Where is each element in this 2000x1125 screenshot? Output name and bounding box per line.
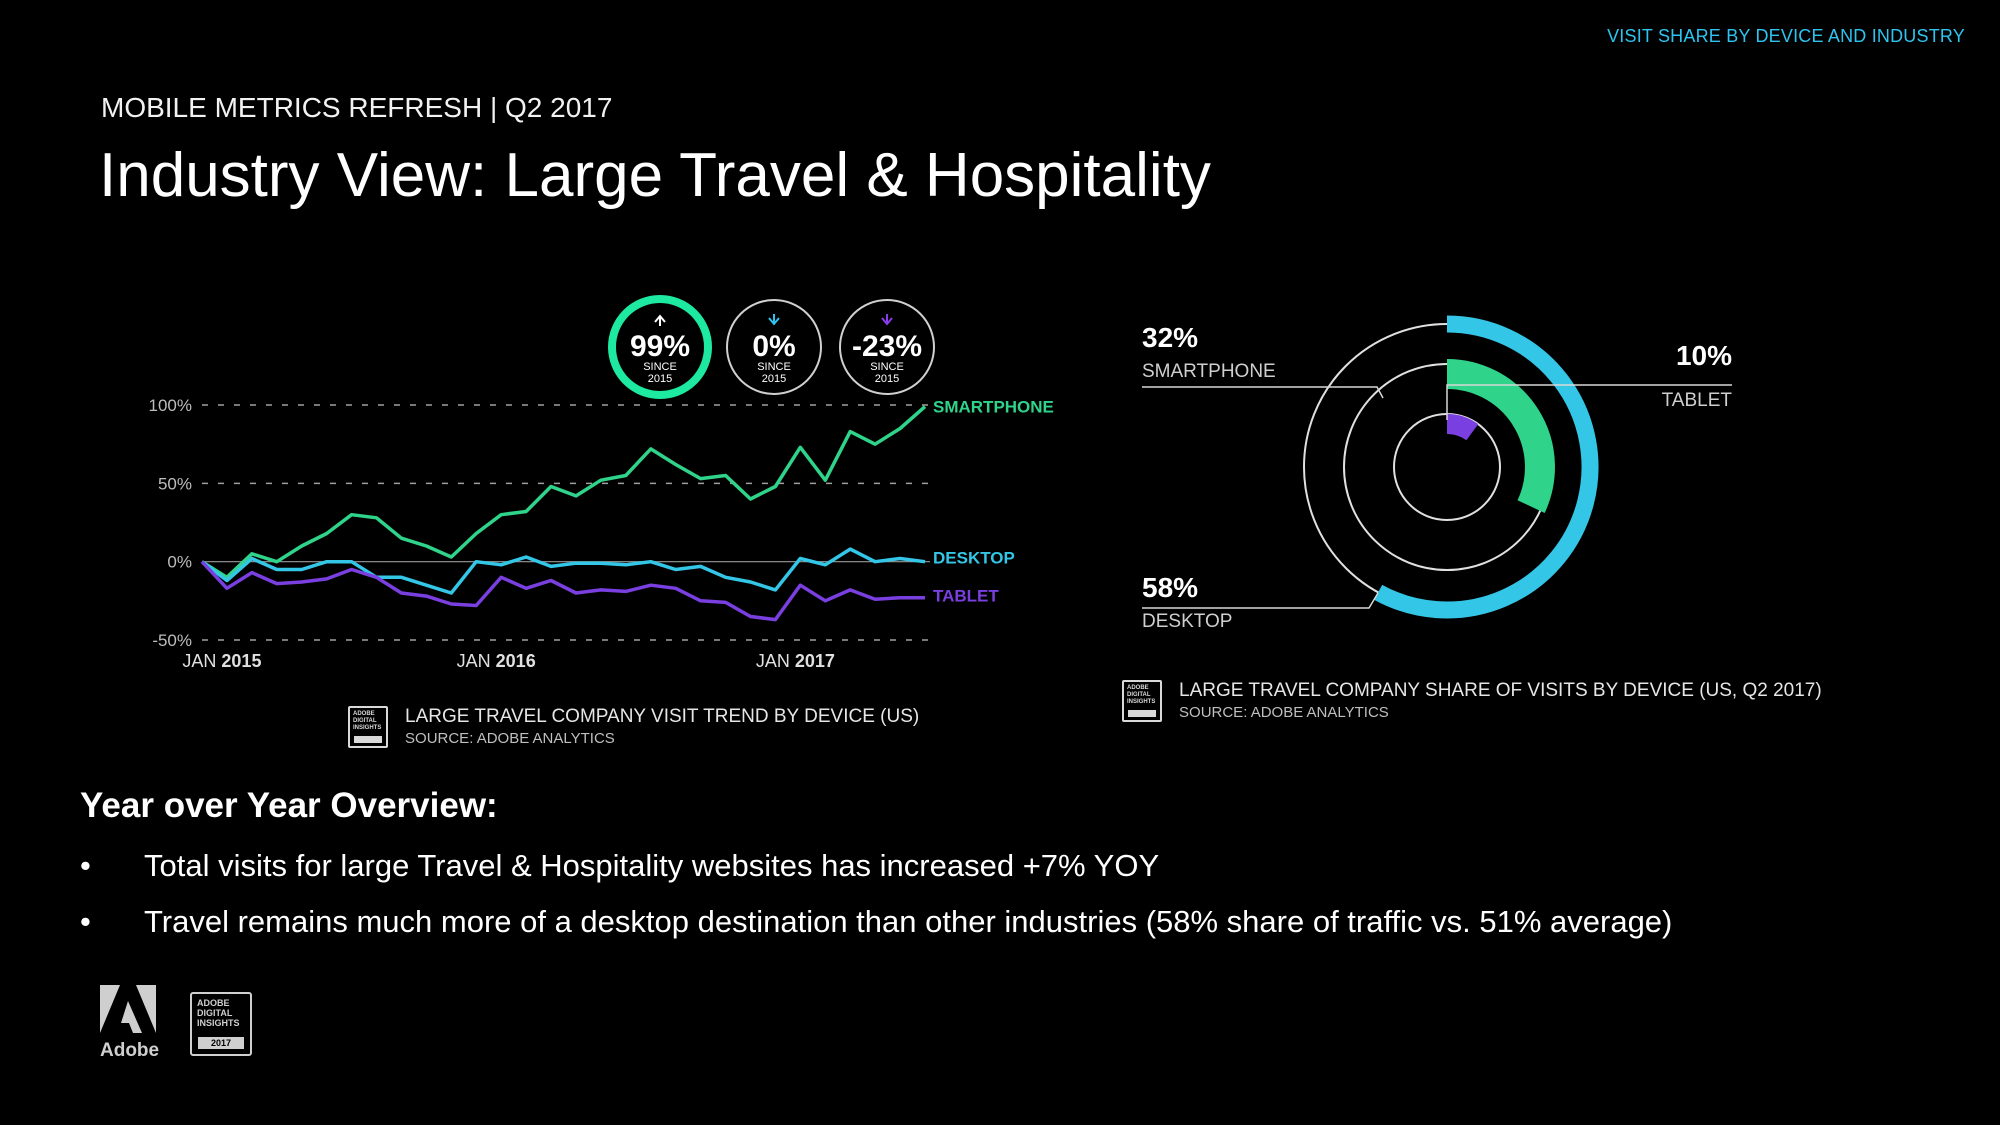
line-chart-caption-title: LARGE TRAVEL COMPANY VISIT TREND BY DEVI… bbox=[405, 706, 920, 727]
badge-value: 0% bbox=[752, 330, 795, 363]
chart-series bbox=[200, 405, 927, 622]
leader-line bbox=[1142, 592, 1379, 609]
donut-value-desktop: 58% bbox=[1142, 572, 1198, 603]
series-labels: SMARTPHONE DESKTOP TABLET bbox=[933, 398, 1054, 606]
bullet-text: Total visits for large Travel & Hospital… bbox=[144, 848, 1160, 883]
donut-value-tablet: 10% bbox=[1676, 340, 1732, 371]
ring-segment-desktop bbox=[1374, 315, 1599, 619]
adobe-logo-icon bbox=[100, 985, 156, 1033]
donut-chart-caption-title: LARGE TRAVEL COMPANY SHARE OF VISITS BY … bbox=[1179, 680, 1822, 701]
series-line-tablet bbox=[200, 560, 925, 622]
leader-line bbox=[1446, 384, 1732, 420]
section-tag: VISIT SHARE BY DEVICE AND INDUSTRY bbox=[1607, 26, 1965, 46]
overview-bullet: • Travel remains much more of a desktop d… bbox=[80, 904, 1672, 940]
series-label-tablet: TABLET bbox=[933, 587, 999, 606]
page-subtitle: MOBILE METRICS REFRESH | Q2 2017 bbox=[101, 92, 613, 123]
badge-value: -23% bbox=[852, 330, 922, 363]
donut-labels: 32% SMARTPHONE 58% DESKTOP 10% TABLET bbox=[1142, 322, 1732, 632]
ring-guide bbox=[1393, 413, 1501, 521]
donut-label-desktop: DESKTOP bbox=[1142, 611, 1232, 632]
donut-rings bbox=[1303, 315, 1599, 619]
donut-chart-caption: ADOBE DIGITAL INSIGHTS LARGE TRAVEL COMP… bbox=[1122, 680, 1822, 722]
badge-since: SINCE bbox=[870, 361, 904, 373]
y-axis-ticks: 100% 50% 0% -50% bbox=[149, 396, 192, 650]
series-label-smartphone: SMARTPHONE bbox=[933, 398, 1054, 417]
y-tick-label: -50% bbox=[152, 631, 192, 650]
badge-ring bbox=[726, 299, 822, 395]
badge-ring bbox=[608, 295, 712, 399]
badge-since: SINCE bbox=[643, 361, 677, 373]
donut-label-smartphone: SMARTPHONE bbox=[1142, 361, 1276, 382]
leader-line bbox=[1142, 386, 1384, 399]
digital-insights-badge: ADOBE DIGITAL INSIGHTS 2017 bbox=[190, 992, 252, 1056]
series-line-smartphone bbox=[201, 405, 927, 580]
line-chart-caption: ADOBE DIGITAL INSIGHTS LARGE TRAVEL COMP… bbox=[348, 706, 919, 748]
badge-year: 2015 bbox=[762, 373, 786, 385]
badge-value: 99% bbox=[630, 330, 690, 363]
donut-chart-caption-source: SOURCE: ADOBE ANALYTICS bbox=[1179, 704, 1389, 721]
device-share-donut-chart: 32% SMARTPHONE 58% DESKTOP 10% TABLET bbox=[1142, 315, 1732, 632]
x-axis-ticks: JAN 2015 JAN 2016 JAN 2017 bbox=[182, 651, 834, 671]
page-title: Industry View: Large Travel & Hospitalit… bbox=[99, 141, 1211, 210]
badge-year: 2015 bbox=[648, 373, 672, 385]
x-tick-label: JAN 2015 bbox=[182, 651, 261, 671]
badge-year: 2017 bbox=[198, 1037, 244, 1049]
ring-segment-tablet bbox=[1446, 413, 1479, 441]
caption-icon-text: ADOBE DIGITAL INSIGHTS bbox=[353, 711, 382, 731]
digital-insights-icon: ADOBE DIGITAL INSIGHTS bbox=[348, 706, 388, 748]
y-tick-label: 0% bbox=[167, 553, 192, 572]
overview-heading: Year over Year Overview: bbox=[80, 786, 498, 825]
x-tick-label: JAN 2016 bbox=[457, 651, 536, 671]
ring-segment-smartphone bbox=[1446, 359, 1555, 513]
series-line-desktop bbox=[200, 547, 926, 595]
line-chart-caption-source: SOURCE: ADOBE ANALYTICS bbox=[405, 730, 615, 747]
badge-ring bbox=[839, 299, 935, 395]
y-tick-label: 50% bbox=[158, 474, 192, 493]
donut-value-smartphone: 32% bbox=[1142, 322, 1198, 353]
badge-since: SINCE bbox=[757, 361, 791, 373]
adobe-logo: Adobe bbox=[100, 985, 160, 1062]
adobe-brand-text: Adobe bbox=[100, 1040, 160, 1061]
digital-insights-icon: ADOBE DIGITAL INSIGHTS bbox=[1122, 680, 1162, 722]
donut-label-tablet: TABLET bbox=[1662, 390, 1733, 411]
bullet-marker: • bbox=[80, 848, 91, 883]
badge-text: ADOBE DIGITAL INSIGHTS bbox=[197, 998, 240, 1028]
caption-icon-text: ADOBE DIGITAL INSIGHTS bbox=[1127, 685, 1156, 705]
overview-bullet: • Total visits for large Travel & Hospita… bbox=[80, 848, 1159, 884]
chart-gridlines bbox=[202, 404, 930, 641]
bullet-text: Travel remains much more of a desktop de… bbox=[144, 904, 1673, 939]
series-label-desktop: DESKTOP bbox=[933, 549, 1015, 568]
y-tick-label: 100% bbox=[149, 396, 192, 415]
bullet-marker: • bbox=[80, 904, 91, 939]
x-tick-label: JAN 2017 bbox=[756, 651, 835, 671]
badge-year: 2015 bbox=[875, 373, 899, 385]
